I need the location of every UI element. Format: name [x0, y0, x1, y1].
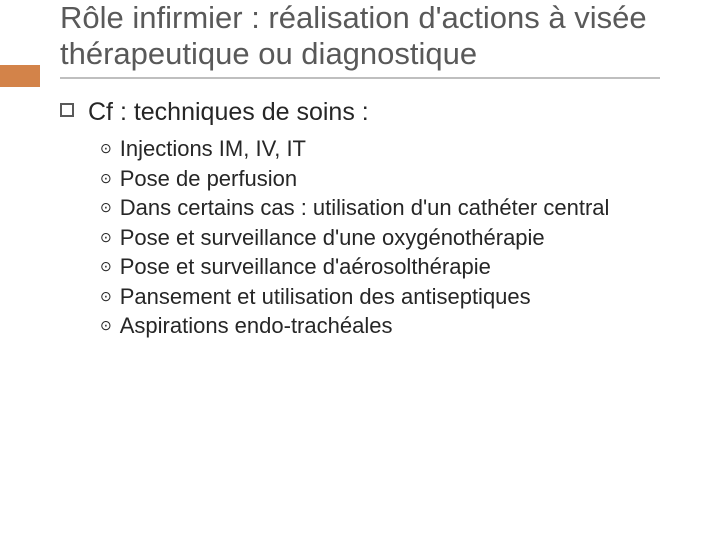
dot-bullet-icon: ⊙ [100, 139, 112, 159]
level2-text: Pose de perfusion [120, 165, 297, 193]
body-block: Cf : techniques de soins : ⊙ Injections … [0, 87, 720, 340]
title-block: Rôle infirmier : réalisation d'actions à… [0, 0, 720, 87]
list-item: ⊙ Pansement et utilisation des antisepti… [100, 283, 660, 311]
level2-text: Pansement et utilisation des antiseptiqu… [120, 283, 531, 311]
level2-text: Dans certains cas : utilisation d'un cat… [120, 194, 610, 222]
list-item: ⊙ Pose de perfusion [100, 165, 660, 193]
level1-text: Cf : techniques de soins : [88, 97, 369, 127]
dot-bullet-icon: ⊙ [100, 198, 112, 218]
dot-bullet-icon: ⊙ [100, 228, 112, 248]
bullet-level1: Cf : techniques de soins : [60, 97, 660, 127]
list-item: ⊙ Pose et surveillance d'aérosolthérapie [100, 253, 660, 281]
dot-bullet-icon: ⊙ [100, 316, 112, 336]
accent-bar [0, 65, 40, 87]
level2-text: Pose et surveillance d'une oxygénothérap… [120, 224, 545, 252]
level2-text: Injections IM, IV, IT [120, 135, 306, 163]
dot-bullet-icon: ⊙ [100, 169, 112, 189]
level2-text: Pose et surveillance d'aérosolthérapie [120, 253, 491, 281]
dot-bullet-icon: ⊙ [100, 287, 112, 307]
list-item: ⊙ Pose et surveillance d'une oxygénothér… [100, 224, 660, 252]
dot-bullet-icon: ⊙ [100, 257, 112, 277]
slide-title: Rôle infirmier : réalisation d'actions à… [60, 0, 660, 71]
slide: Rôle infirmier : réalisation d'actions à… [0, 0, 720, 540]
list-item: ⊙ Dans certains cas : utilisation d'un c… [100, 194, 660, 222]
list-item: ⊙ Injections IM, IV, IT [100, 135, 660, 163]
title-underline [60, 77, 660, 79]
level2-text: Aspirations endo-trachéales [120, 312, 393, 340]
square-bullet-icon [60, 103, 74, 117]
list-item: ⊙ Aspirations endo-trachéales [100, 312, 660, 340]
level2-list: ⊙ Injections IM, IV, IT ⊙ Pose de perfus… [60, 135, 660, 340]
